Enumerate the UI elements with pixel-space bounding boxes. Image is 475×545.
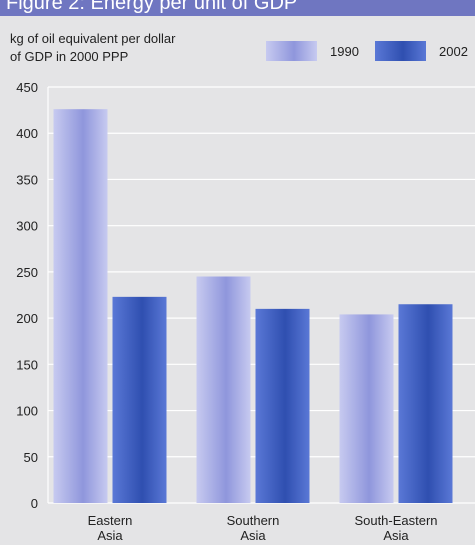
y-axis-ticks: 0 50 100 150 200 250 300 350 400 450	[16, 80, 38, 511]
category-label: Eastern	[88, 513, 133, 528]
y-tick-label: 450	[16, 80, 38, 95]
category-label: Asia	[97, 528, 123, 543]
category-label: Southern	[227, 513, 280, 528]
y-tick-label: 250	[16, 265, 38, 280]
bar-2002-2	[398, 304, 453, 503]
y-tick-label: 0	[31, 496, 38, 511]
y-axis-label: kg of oil equivalent per dollar of GDP i…	[10, 31, 176, 64]
bar-2002-1	[255, 308, 310, 503]
y-tick-label: 150	[16, 357, 38, 372]
y-tick-label: 50	[24, 450, 38, 465]
chart-title-bar: Figure 2: Energy per unit of GDP	[0, 0, 475, 16]
bar-2002-0	[112, 296, 167, 503]
y-tick-label: 100	[16, 404, 38, 419]
legend-swatch-2002	[375, 41, 426, 61]
bars	[53, 109, 453, 503]
legend-label-1990: 1990	[330, 44, 359, 59]
y-tick-label: 400	[16, 126, 38, 141]
legend: 1990 2002	[266, 41, 468, 61]
bar-1990-1	[196, 276, 251, 503]
y-tick-label: 200	[16, 311, 38, 326]
bar-1990-2	[339, 314, 394, 503]
category-label: South-Eastern	[354, 513, 437, 528]
legend-label-2002: 2002	[439, 44, 468, 59]
y-tick-label: 300	[16, 219, 38, 234]
y-tick-label: 350	[16, 172, 38, 187]
category-label: Asia	[383, 528, 409, 543]
bar-1990-0	[53, 109, 108, 503]
legend-swatch-1990	[266, 41, 317, 61]
chart-title: Figure 2: Energy per unit of GDP	[6, 0, 298, 14]
category-label: Asia	[240, 528, 266, 543]
